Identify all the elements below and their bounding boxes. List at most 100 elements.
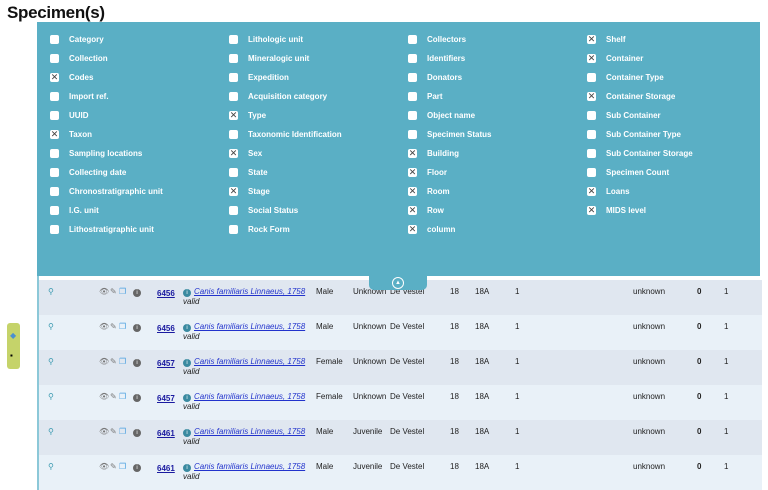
checkbox[interactable]: ✕ bbox=[408, 185, 417, 196]
column-option[interactable]: ✕ Floor bbox=[408, 165, 447, 179]
checkbox[interactable]: ✕ bbox=[587, 204, 596, 215]
checkbox[interactable] bbox=[587, 167, 596, 177]
taxon-info-icon[interactable]: i bbox=[183, 359, 191, 367]
checkbox[interactable] bbox=[50, 205, 59, 215]
edit-icon[interactable]: ✎ bbox=[110, 427, 117, 436]
checkbox[interactable] bbox=[50, 110, 59, 120]
edit-icon[interactable]: ✎ bbox=[110, 462, 117, 471]
column-option[interactable]: ✕ Row bbox=[408, 203, 444, 217]
checkbox[interactable] bbox=[408, 72, 417, 82]
column-option[interactable]: Sampling locations bbox=[50, 146, 142, 160]
info-icon[interactable]: i bbox=[133, 462, 144, 472]
column-option[interactable]: State bbox=[229, 165, 268, 179]
edit-icon[interactable]: ✎ bbox=[110, 392, 117, 401]
specimen-code-link[interactable]: 6457 bbox=[157, 394, 175, 403]
view-icon[interactable]: 👁 bbox=[99, 462, 110, 471]
view-icon[interactable]: 👁 bbox=[99, 322, 110, 331]
column-option[interactable]: Import ref. bbox=[50, 89, 109, 103]
checkbox[interactable]: ✕ bbox=[229, 185, 238, 196]
save-icon[interactable]: ▪ bbox=[10, 351, 13, 360]
checkbox[interactable] bbox=[229, 53, 238, 63]
taxon-link[interactable]: Canis familiaris Linnaeus, 1758 bbox=[194, 322, 306, 331]
column-option[interactable]: ✕ column bbox=[408, 222, 455, 236]
checkbox[interactable]: ✕ bbox=[587, 90, 596, 101]
column-option[interactable]: Rock Form bbox=[229, 222, 290, 236]
column-option[interactable]: Collectors bbox=[408, 32, 466, 46]
back-icon[interactable]: ◆ bbox=[10, 331, 17, 340]
checkbox[interactable]: ✕ bbox=[587, 33, 596, 44]
search-icon[interactable]: ⚲ bbox=[48, 357, 54, 366]
specimen-code-link[interactable]: 6456 bbox=[157, 289, 175, 298]
specimen-code-link[interactable]: 6456 bbox=[157, 324, 175, 333]
checkbox[interactable] bbox=[229, 129, 238, 139]
column-option[interactable]: Specimen Count bbox=[587, 165, 669, 179]
checkbox[interactable]: ✕ bbox=[587, 185, 596, 196]
view-icon[interactable]: 👁 bbox=[99, 392, 110, 401]
taxon-info-icon[interactable]: i bbox=[183, 429, 191, 437]
column-option[interactable]: ✕ Container Storage bbox=[587, 89, 675, 103]
column-option[interactable]: Social Status bbox=[229, 203, 298, 217]
info-icon[interactable]: i bbox=[133, 427, 144, 437]
checkbox[interactable]: ✕ bbox=[50, 128, 59, 139]
specimen-code-link[interactable]: 6457 bbox=[157, 359, 175, 368]
column-option[interactable]: Category bbox=[50, 32, 104, 46]
duplicate-icon[interactable]: ❐ bbox=[119, 287, 127, 296]
checkbox[interactable] bbox=[50, 224, 59, 234]
checkbox[interactable] bbox=[229, 224, 238, 234]
column-option[interactable]: Identifiers bbox=[408, 51, 465, 65]
duplicate-icon[interactable]: ❐ bbox=[119, 322, 127, 331]
column-option[interactable]: ✕ Sex bbox=[229, 146, 262, 160]
column-option[interactable]: ✕ Stage bbox=[229, 184, 270, 198]
specimen-code-link[interactable]: 6461 bbox=[157, 464, 175, 473]
checkbox[interactable]: ✕ bbox=[408, 204, 417, 215]
column-option[interactable]: ✕ Container bbox=[587, 51, 643, 65]
column-option[interactable]: ✕ MIDS level bbox=[587, 203, 646, 217]
column-option[interactable]: Part bbox=[408, 89, 443, 103]
column-option[interactable]: Taxonomic Identification bbox=[229, 127, 342, 141]
checkbox[interactable] bbox=[229, 34, 238, 44]
edit-icon[interactable]: ✎ bbox=[110, 322, 117, 331]
duplicate-icon[interactable]: ❐ bbox=[119, 462, 127, 471]
checkbox[interactable] bbox=[408, 129, 417, 139]
checkbox[interactable] bbox=[50, 167, 59, 177]
checkbox[interactable]: ✕ bbox=[408, 223, 417, 234]
duplicate-icon[interactable]: ❐ bbox=[119, 357, 127, 366]
taxon-link[interactable]: Canis familiaris Linnaeus, 1758 bbox=[194, 427, 306, 436]
checkbox[interactable] bbox=[587, 110, 596, 120]
checkbox[interactable] bbox=[50, 148, 59, 158]
taxon-info-icon[interactable]: i bbox=[183, 464, 191, 472]
checkbox[interactable] bbox=[587, 72, 596, 82]
column-option[interactable]: Object name bbox=[408, 108, 475, 122]
checkbox[interactable] bbox=[408, 91, 417, 101]
column-option[interactable]: ✕ Room bbox=[408, 184, 450, 198]
checkbox[interactable] bbox=[587, 148, 596, 158]
taxon-info-icon[interactable]: i bbox=[183, 289, 191, 297]
checkbox[interactable] bbox=[50, 53, 59, 63]
taxon-info-icon[interactable]: i bbox=[183, 324, 191, 332]
column-option[interactable]: Collection bbox=[50, 51, 108, 65]
checkbox[interactable]: ✕ bbox=[50, 71, 59, 82]
checkbox[interactable]: ✕ bbox=[408, 166, 417, 177]
column-option[interactable]: UUID bbox=[50, 108, 89, 122]
checkbox[interactable] bbox=[229, 167, 238, 177]
column-option[interactable]: Sub Container bbox=[587, 108, 661, 122]
taxon-link[interactable]: Canis familiaris Linnaeus, 1758 bbox=[194, 462, 306, 471]
search-icon[interactable]: ⚲ bbox=[48, 462, 54, 471]
taxon-info-icon[interactable]: i bbox=[183, 394, 191, 402]
column-option[interactable]: Expedition bbox=[229, 70, 289, 84]
edit-icon[interactable]: ✎ bbox=[110, 287, 117, 296]
duplicate-icon[interactable]: ❐ bbox=[119, 392, 127, 401]
checkbox[interactable]: ✕ bbox=[408, 147, 417, 158]
taxon-link[interactable]: Canis familiaris Linnaeus, 1758 bbox=[194, 392, 306, 401]
column-option[interactable]: Donators bbox=[408, 70, 462, 84]
checkbox[interactable] bbox=[50, 34, 59, 44]
search-icon[interactable]: ⚲ bbox=[48, 427, 54, 436]
info-icon[interactable]: i bbox=[133, 322, 144, 332]
search-icon[interactable]: ⚲ bbox=[48, 322, 54, 331]
column-option[interactable]: Mineralogic unit bbox=[229, 51, 309, 65]
checkbox[interactable] bbox=[408, 34, 417, 44]
checkbox[interactable]: ✕ bbox=[229, 147, 238, 158]
column-option[interactable]: I.G. unit bbox=[50, 203, 99, 217]
info-icon[interactable]: i bbox=[133, 287, 144, 297]
checkbox[interactable] bbox=[229, 72, 238, 82]
